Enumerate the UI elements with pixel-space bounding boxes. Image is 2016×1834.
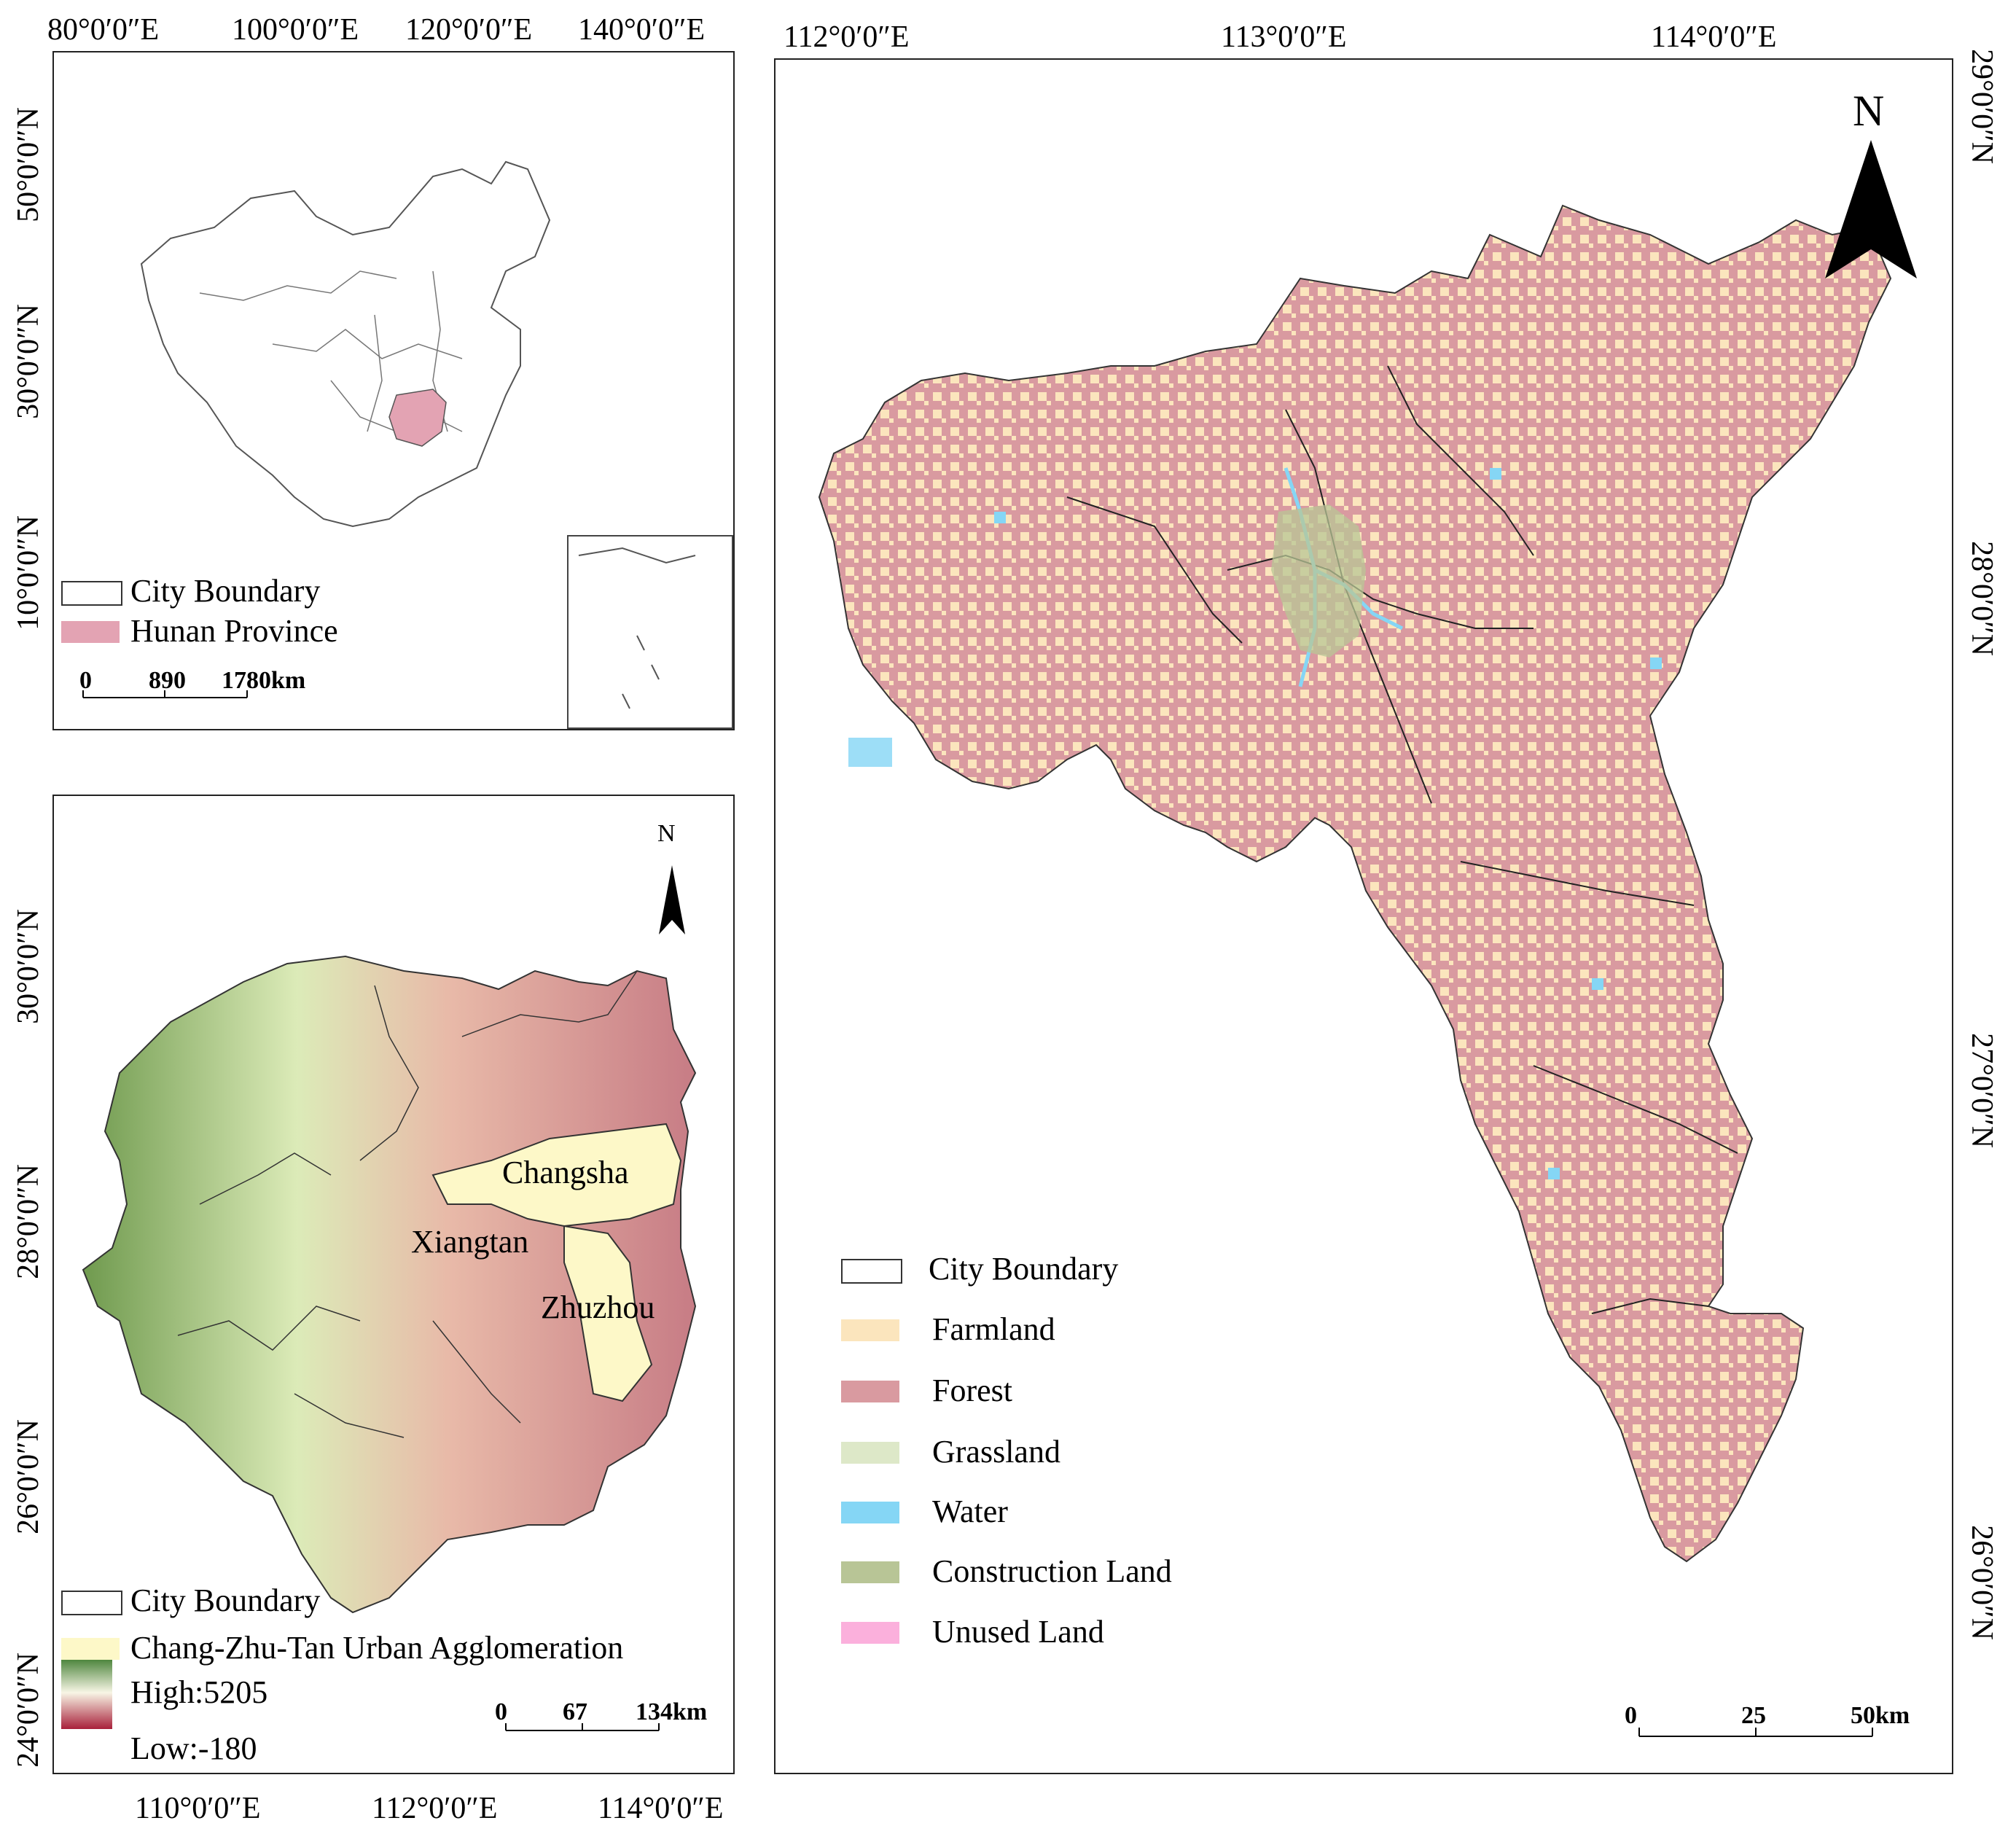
r-lon-tick-113: 113°0′0″E	[1221, 20, 1347, 54]
legend-farmland-swatch	[841, 1319, 899, 1341]
right-scale-bar	[1638, 1728, 1873, 1737]
hunan-elevation-map: N Changsha Xiangtan Zhuzhou City Boundar…	[52, 795, 735, 1774]
bl-legend-city-boundary-swatch	[61, 1591, 122, 1615]
tl-lat-tick-10: 10°0′0″N	[11, 515, 45, 631]
city-label-xiangtan: Xiangtan	[411, 1224, 529, 1260]
scale-label-mid: 890	[149, 667, 186, 694]
changzhutan-region	[431, 1123, 682, 1228]
bl-lon-tick-114: 114°0′0″E	[598, 1792, 724, 1825]
elevation-gradient-swatch	[61, 1656, 112, 1729]
bl-north-label: N	[657, 820, 676, 847]
r-lat-tick-27: 27°0′0″N	[1964, 1033, 1999, 1148]
legend-city-boundary-swatch-right	[841, 1259, 902, 1284]
bl-lat-tick-30: 30°0′0″N	[11, 909, 45, 1024]
north-arrow-icon	[1825, 140, 1917, 278]
bl-north-arrow	[659, 865, 685, 934]
legend-unused-land-label: Unused Land	[932, 1614, 1104, 1650]
legend-hunan-province-label: Hunan Province	[130, 613, 338, 649]
legend-construction-land-swatch	[841, 1561, 899, 1583]
bl-lat-tick-26: 26°0′0″N	[11, 1419, 45, 1534]
tl-lon-tick-100: 100°0′0″E	[232, 13, 359, 47]
bl-lat-tick-28: 28°0′0″N	[11, 1164, 45, 1279]
r-lon-tick-112: 112°0′0″E	[784, 20, 910, 54]
bl-legend-czt-label: Chang-Zhu-Tan Urban Agglomeration	[130, 1630, 624, 1666]
city-label-zhuzhou: Zhuzhou	[541, 1289, 655, 1325]
legend-city-boundary-swatch	[61, 581, 122, 606]
bl-scale-bar	[505, 1723, 660, 1731]
land-use-map: N City Boundary Farmland Forest Grasslan…	[774, 58, 1953, 1774]
right-scale-label-0: 0	[1625, 1702, 1637, 1729]
legend-city-boundary-label: City Boundary	[130, 573, 321, 609]
legend-hunan-province-swatch	[61, 621, 120, 643]
tl-lon-tick-120: 120°0′0″E	[405, 13, 533, 47]
legend-city-boundary-right-label: City Boundary	[929, 1251, 1119, 1287]
scale-label-0: 0	[79, 667, 92, 694]
bl-legend-czt-swatch	[61, 1638, 120, 1660]
legend-forest-swatch	[841, 1381, 899, 1402]
r-lat-tick-26: 26°0′0″N	[1964, 1525, 1999, 1640]
right-scale-label-max: 50km	[1851, 1702, 1910, 1729]
legend-farmland-label: Farmland	[932, 1311, 1055, 1347]
bl-legend-city-boundary-label: City Boundary	[130, 1583, 321, 1618]
tl-lat-tick-50: 50°0′0″N	[11, 107, 45, 222]
legend-grassland-label: Grassland	[932, 1434, 1060, 1470]
elevation-high-label: High:5205	[130, 1674, 268, 1710]
tl-lat-tick-30: 30°0′0″N	[11, 304, 45, 419]
bl-scale-label-0: 0	[495, 1698, 507, 1725]
r-lat-tick-29: 29°0′0″N	[1964, 49, 1999, 164]
legend-grassland-swatch	[841, 1442, 899, 1464]
legend-forest-label: Forest	[932, 1373, 1012, 1408]
china-outline	[140, 160, 733, 729]
bl-lat-tick-24: 24°0′0″N	[11, 1652, 45, 1768]
hunan-elevation-shape	[61, 955, 697, 1729]
legend-water-label: Water	[932, 1494, 1008, 1529]
right-north-label: N	[1853, 87, 1885, 135]
hunan-province-highlight	[388, 389, 447, 447]
r-lon-tick-114: 114°0′0″E	[1651, 20, 1777, 54]
bl-lon-tick-110: 110°0′0″E	[135, 1792, 261, 1825]
right-scale-label-mid: 25	[1741, 1702, 1766, 1729]
scale-label-max: 1780km	[222, 667, 306, 694]
scale-bar	[82, 690, 248, 698]
bl-lon-tick-112: 112°0′0″E	[372, 1792, 498, 1825]
r-lat-tick-28: 28°0′0″N	[1964, 541, 1999, 656]
south-china-sea-inset	[567, 535, 733, 729]
bl-scale-label-max: 134km	[636, 1698, 708, 1725]
legend-construction-land-label: Construction Land	[932, 1553, 1172, 1589]
china-locator-map: City Boundary Hunan Province 0 890 1780k…	[52, 51, 735, 730]
legend-unused-land-swatch	[841, 1622, 899, 1644]
legend-water-swatch	[841, 1502, 899, 1523]
tl-lon-tick-80: 80°0′0″E	[47, 13, 160, 47]
elevation-low-label: Low:-180	[130, 1730, 257, 1766]
city-label-changsha: Changsha	[502, 1155, 629, 1190]
tl-lon-tick-140: 140°0′0″E	[578, 13, 706, 47]
land-use-shape	[818, 204, 1892, 1563]
bl-scale-label-mid: 67	[563, 1698, 587, 1725]
